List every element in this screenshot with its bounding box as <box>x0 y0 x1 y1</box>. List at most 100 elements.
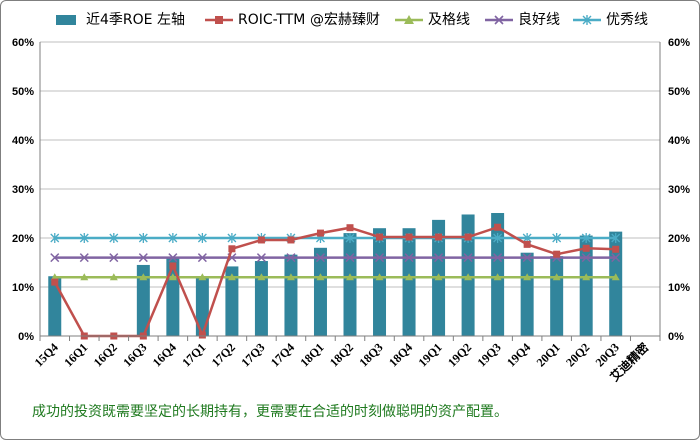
pass-line-point <box>316 273 325 281</box>
roic-point <box>405 233 413 241</box>
x-tick-label: 19Q2 <box>445 340 474 369</box>
roic-point <box>553 250 561 258</box>
excellent-line-point <box>493 233 503 243</box>
good-line-point <box>168 253 178 263</box>
excellent-line-point <box>168 233 178 243</box>
good-line-point <box>79 253 89 263</box>
legend-swatch-roic <box>205 16 233 24</box>
roic-point <box>376 233 384 241</box>
roic-point <box>612 245 620 253</box>
good-line-point <box>522 253 532 263</box>
good-line-point <box>434 253 444 263</box>
x-tick-label: 17Q4 <box>268 340 297 369</box>
x-tick-label: 16Q1 <box>61 340 90 369</box>
pass-line-point <box>464 273 473 281</box>
good-line-point <box>611 253 621 263</box>
legend-swatch-pass <box>395 15 423 24</box>
roe-bar <box>550 256 564 336</box>
x-tick-label: 19Q3 <box>475 340 504 369</box>
excellent-line-point <box>345 233 355 243</box>
roe-bar <box>373 228 387 336</box>
pass-line-point <box>109 273 118 281</box>
x-tick-label: 20Q2 <box>563 340 592 369</box>
x-tick-label: 18Q4 <box>386 340 415 369</box>
legend-swatch-good <box>485 15 513 25</box>
x-tick-label: 15Q4 <box>32 340 61 369</box>
roe-bar <box>520 252 534 336</box>
watermark-text: @宏赫臻财 <box>310 12 380 28</box>
roic-point <box>494 223 502 231</box>
good-line-point <box>463 253 473 263</box>
x-tick-label: 18Q2 <box>327 340 356 369</box>
excellent-line-point <box>581 233 591 243</box>
y-tick-label-right: 40% <box>668 135 690 147</box>
y-tick-label-left: 50% <box>12 86 34 98</box>
y-tick-label-left: 0% <box>18 331 34 343</box>
y-tick-label-left: 60% <box>12 37 34 49</box>
legend-label-excellent: 优秀线 <box>606 12 648 28</box>
pass-line-point <box>434 273 443 281</box>
pass-line-point <box>611 273 620 281</box>
pass-line-point <box>552 273 561 281</box>
roic-point <box>464 233 472 241</box>
legend-label-good: 良好线 <box>518 12 560 28</box>
pass-line-point <box>80 273 89 281</box>
roe-bar <box>254 261 268 336</box>
series-lines <box>50 223 621 340</box>
good-line-point <box>138 253 148 263</box>
y-tick-label-left: 30% <box>12 184 34 196</box>
x-tick-label: 16Q4 <box>150 340 179 369</box>
good-line-point <box>256 253 266 263</box>
x-tick-label: 19Q4 <box>504 340 533 369</box>
roe-bar <box>284 254 298 336</box>
roe-bar <box>48 276 62 336</box>
roic-point <box>582 244 590 252</box>
y-tick-label-right: 30% <box>668 184 690 196</box>
roic-point <box>346 224 354 232</box>
good-line-point <box>374 253 385 263</box>
good-line-point <box>581 253 591 263</box>
x-tick-label: 20Q1 <box>534 340 563 369</box>
x-tick-label: 16Q3 <box>120 340 149 369</box>
y-tick-label-right: 20% <box>668 233 690 245</box>
y-tick-label-right: 10% <box>668 282 690 294</box>
y-tick-label-left: 20% <box>12 233 34 245</box>
x-tick-label: 16Q2 <box>91 340 120 369</box>
legend-watermark: @宏赫臻财 <box>310 9 380 31</box>
roic-point <box>51 278 59 286</box>
pass-line-point <box>405 273 414 281</box>
excellent-line-point <box>79 233 89 243</box>
roic-point <box>435 233 443 241</box>
pass-line-point <box>286 273 295 281</box>
pass-line-point <box>493 273 502 281</box>
excellent-line-point <box>50 233 60 243</box>
x-tick-label: 18Q1 <box>297 340 326 369</box>
excellent-line-point <box>611 233 621 243</box>
pass-line-point <box>257 273 266 281</box>
y-tick-label-right: 0% <box>668 331 684 343</box>
y-tick-label-right: 60% <box>668 37 690 49</box>
good-line-point <box>345 253 355 263</box>
good-line-point <box>50 253 60 263</box>
legend-swatch-roe <box>56 15 76 25</box>
pass-line-point <box>198 273 207 281</box>
roe-bar <box>402 228 416 336</box>
legend-label-pass: 及格线 <box>428 12 470 28</box>
good-line-point <box>286 253 296 263</box>
pass-line-point <box>227 273 236 281</box>
roic-point <box>523 240 531 248</box>
good-line-point <box>109 253 119 263</box>
roic-point <box>257 236 265 244</box>
y-tick-label-left: 10% <box>12 282 34 294</box>
legend: 近4季ROE 左轴 ROIC-TTM @宏赫臻财 及格线 良好线 优秀线 <box>52 9 692 31</box>
roe-bar <box>136 264 150 336</box>
good-line-point <box>197 253 207 263</box>
roe-bar <box>313 247 327 336</box>
pass-line-point <box>139 273 148 281</box>
y-tick-label-left: 40% <box>12 135 34 147</box>
x-tick-label: 17Q2 <box>209 340 238 369</box>
x-tick-label: 17Q1 <box>179 340 208 369</box>
excellent-line-point <box>227 233 237 243</box>
roic-point <box>287 236 295 244</box>
x-tick-label: 17Q3 <box>238 340 267 369</box>
